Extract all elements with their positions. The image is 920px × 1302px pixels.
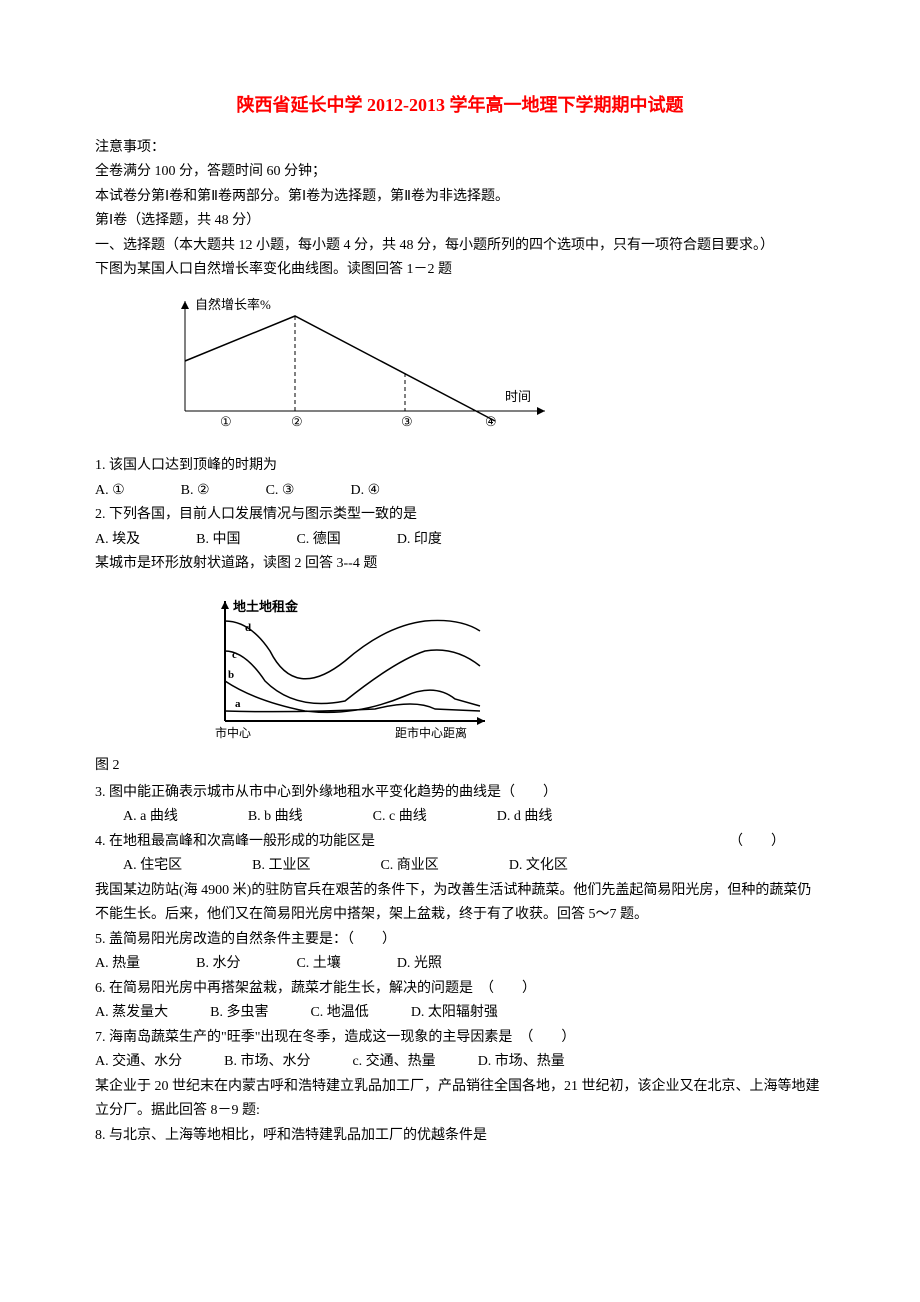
q4-opt-d: D. 文化区 (481, 854, 568, 879)
q7-opt-b: B. 市场、水分 (224, 1050, 310, 1075)
ylabel2: 地土地租金 (233, 599, 299, 614)
q1: 1. 该国人口达到顶峰的时期为 (95, 454, 825, 479)
q3: 3. 图中能正确表示城市从市中心到外缘地租水平变化趋势的曲线是（ ） (95, 781, 825, 806)
q5-options: A. 热量 B. 水分 C. 土壤 D. 光照 (95, 952, 825, 977)
q2-opt-b: B. 中国 (196, 528, 240, 553)
q4-opt-a: A. 住宅区 (95, 854, 182, 879)
q2: 2. 下列各国，目前人口发展情况与图示类型一致的是 (95, 503, 825, 528)
q4-options: A. 住宅区 B. 工业区 C. 商业区 D. 文化区 (95, 854, 825, 879)
q5-opt-a: A. 热量 (95, 952, 140, 977)
mark-3: ③ (401, 414, 413, 429)
rule-1: 全卷满分 100 分，答题时间 60 分钟； (95, 160, 825, 185)
q3-opt-c: C. c 曲线 (345, 805, 427, 830)
q4-opt-c: C. 商业区 (352, 854, 438, 879)
section-1: 第Ⅰ卷（选择题，共 48 分） (95, 209, 825, 234)
xlabel: 时间 (505, 389, 531, 404)
q7-opt-c: c. 交通、热量 (352, 1050, 435, 1075)
ylabel: 自然增长率% (195, 297, 271, 312)
q6-options: A. 蒸发量大 B. 多虫害 C. 地温低 D. 太阳辐射强 (95, 1001, 825, 1026)
q6-opt-a: A. 蒸发量大 (95, 1001, 168, 1026)
q5-opt-b: B. 水分 (196, 952, 240, 977)
q1-opt-b: B. ② (181, 479, 210, 504)
xlabel-left: 市中心 (215, 725, 251, 740)
q1-opt-a: A. ① (95, 479, 125, 504)
xlabel-right: 距市中心距离 (395, 725, 467, 740)
intro-4: 某企业于 20 世纪末在内蒙古呼和浩特建立乳品加工厂，产品销往全国各地，21 世… (95, 1075, 825, 1124)
svg-text:b: b (228, 669, 234, 681)
svg-text:a: a (235, 698, 241, 710)
q3-opt-a: A. a 曲线 (95, 805, 178, 830)
q7-opt-a: A. 交通、水分 (95, 1050, 182, 1075)
growth-rate-chart: 自然增长率% 时间 ① ② ③ ④ (145, 291, 825, 451)
q4-text: 4. 在地租最高峰和次高峰一般形成的功能区是 (95, 830, 375, 855)
q8: 8. 与北京、上海等地相比，呼和浩特建乳品加工厂的优越条件是 (95, 1124, 825, 1149)
q2-opt-c: C. 德国 (296, 528, 340, 553)
q2-opt-d: D. 印度 (397, 528, 442, 553)
fig2-label: 图 2 (95, 754, 825, 779)
q6-opt-b: B. 多虫害 (210, 1001, 268, 1026)
q7-opt-d: D. 市场、热量 (478, 1050, 565, 1075)
mark-2: ② (291, 414, 303, 429)
q3-opt-b: B. b 曲线 (220, 805, 303, 830)
q6-opt-c: C. 地温低 (310, 1001, 368, 1026)
q1-opt-d: D. ④ (350, 479, 380, 504)
q6: 6. 在简易阳光房中再搭架盆栽，蔬菜才能生长，解决的问题是 （ ） (95, 977, 825, 1002)
q7: 7. 海南岛蔬菜生产的"旺季"出现在冬季，造成这一现象的主导因素是 （ ） (95, 1026, 825, 1051)
mcq-header: 一、选择题（本大题共 12 小题，每小题 4 分，共 48 分，每小题所列的四个… (95, 234, 825, 259)
page-title: 陕西省延长中学 2012-2013 学年高一地理下学期期中试题 (95, 90, 825, 122)
q5-opt-d: D. 光照 (397, 952, 442, 977)
q5: 5. 盖简易阳光房改造的自然条件主要是：（ ） (95, 928, 825, 953)
land-rent-chart: 地土地租金 市中心 距市中心距离 a b c d (195, 591, 825, 751)
q1-opt-c: C. ③ (266, 479, 295, 504)
q2-opt-a: A. 埃及 (95, 528, 140, 553)
q1-options: A. ① B. ② C. ③ D. ④ (95, 479, 825, 504)
q3-opt-d: D. d 曲线 (469, 805, 553, 830)
svg-text:d: d (245, 622, 251, 634)
q6-opt-d: D. 太阳辐射强 (411, 1001, 498, 1026)
svg-text:c: c (232, 649, 237, 661)
q4: 4. 在地租最高峰和次高峰一般形成的功能区是 （ ） (95, 830, 825, 855)
q5-opt-c: C. 土壤 (296, 952, 340, 977)
q2-options: A. 埃及 B. 中国 C. 德国 D. 印度 (95, 528, 825, 553)
intro-2: 某城市是环形放射状道路，读图 2 回答 3--4 题 (95, 552, 825, 577)
intro-1: 下图为某国人口自然增长率变化曲线图。读图回答 1－2 题 (95, 258, 825, 283)
mark-4: ④ (485, 414, 497, 429)
q4-opt-b: B. 工业区 (224, 854, 310, 879)
notice-header: 注意事项： (95, 136, 825, 161)
mark-1: ① (220, 414, 232, 429)
q3-options: A. a 曲线 B. b 曲线 C. c 曲线 D. d 曲线 (95, 805, 825, 830)
rule-2: 本试卷分第Ⅰ卷和第Ⅱ卷两部分。第Ⅰ卷为选择题，第Ⅱ卷为非选择题。 (95, 185, 825, 210)
q4-paren: （ ） (729, 830, 825, 855)
intro-3: 我国某边防站(海 4900 米)的驻防官兵在艰苦的条件下，为改善生活试种蔬菜。他… (95, 879, 825, 928)
q7-options: A. 交通、水分 B. 市场、水分 c. 交通、热量 D. 市场、热量 (95, 1050, 825, 1075)
